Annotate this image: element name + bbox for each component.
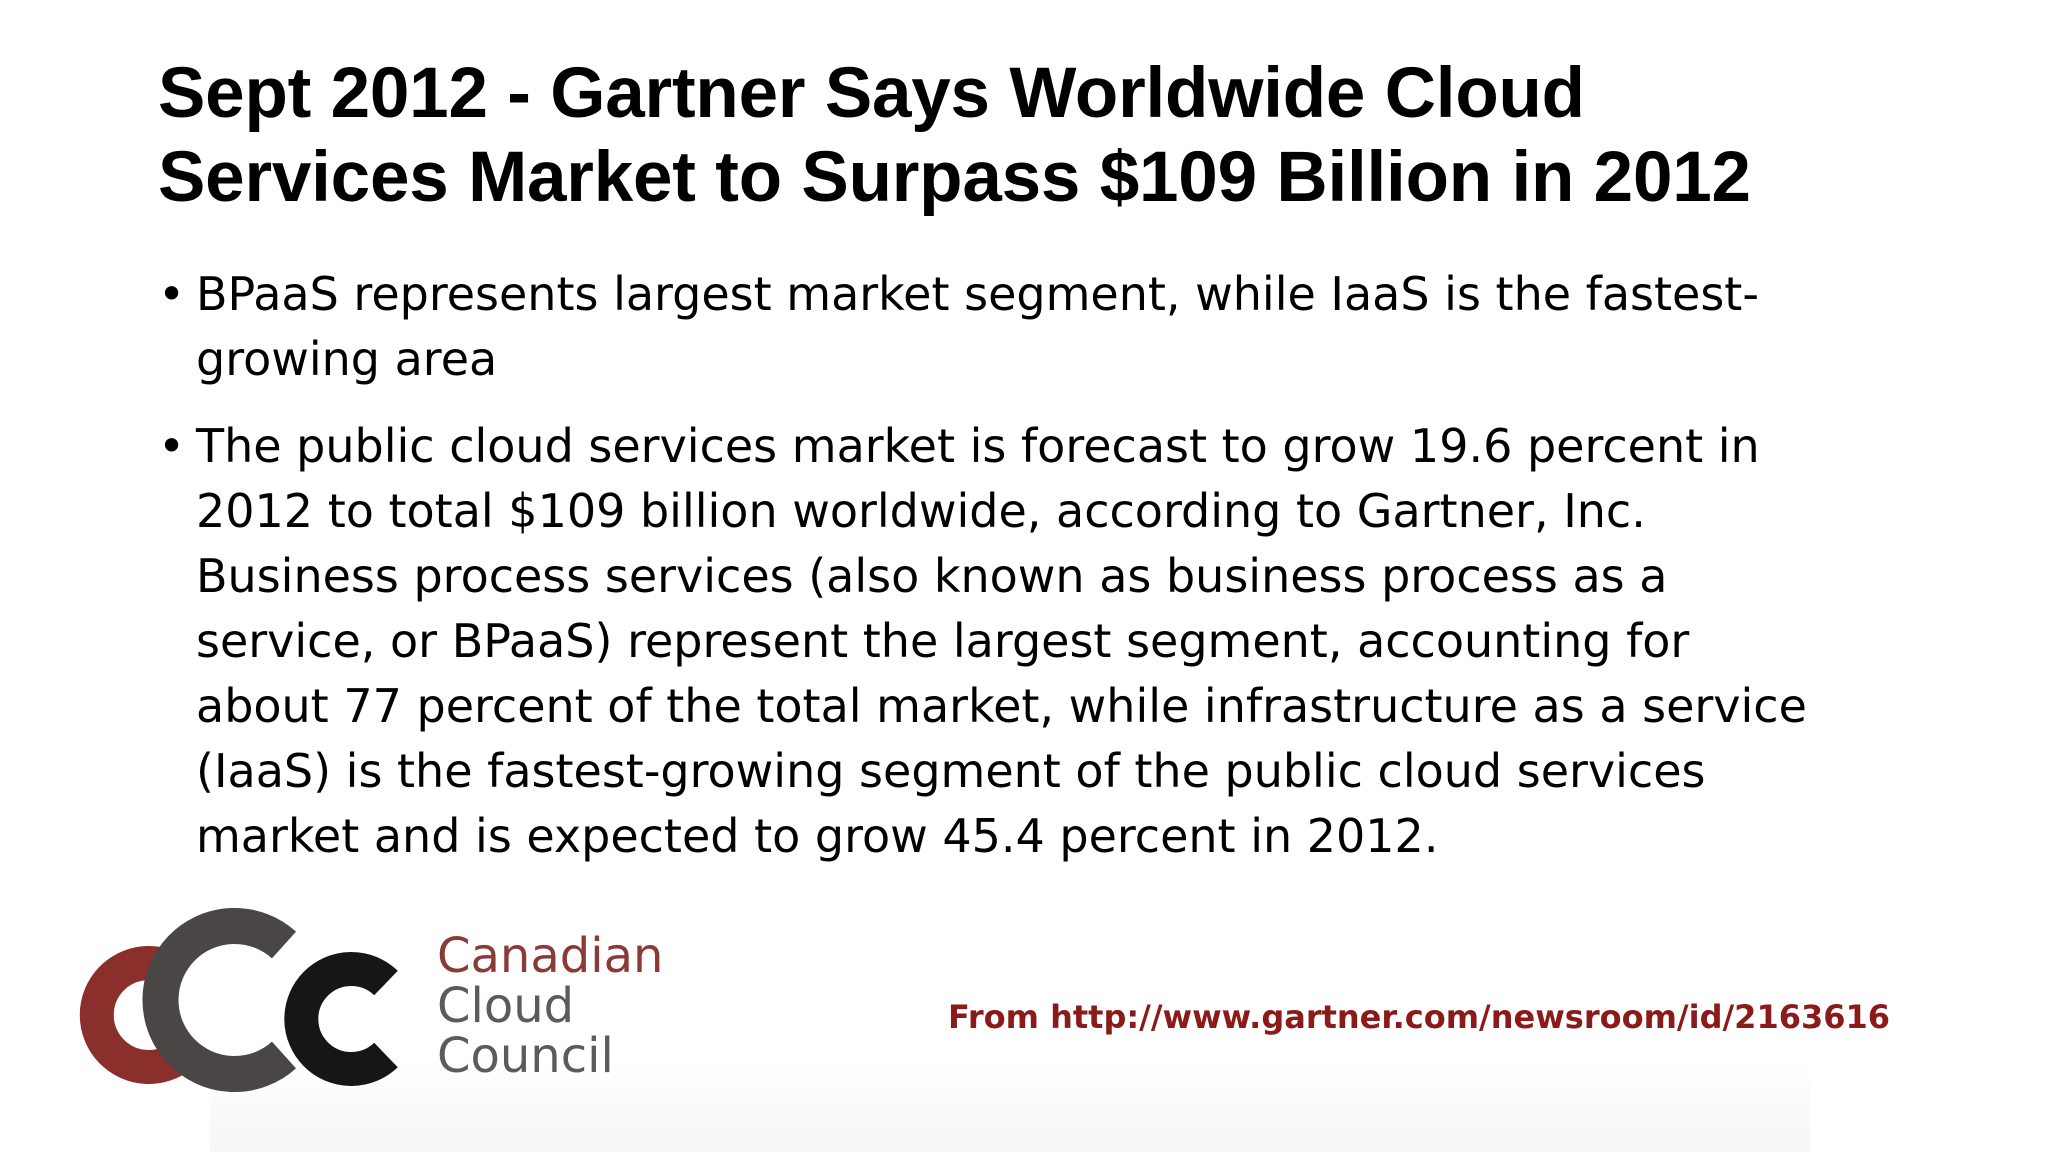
bullet-list: • BPaaS represents largest market segmen…	[158, 262, 1918, 891]
logo-c-dark	[284, 952, 398, 1086]
ccc-logo-icon	[79, 908, 398, 1092]
bullet-2-line-3: Business process services (also known as…	[196, 549, 1668, 603]
bullet-1-line-1: BPaaS represents largest market segment,…	[196, 267, 1759, 321]
bullet-item-2: • The public cloud services market is fo…	[158, 414, 1918, 869]
bullet-item-1: • BPaaS represents largest market segmen…	[158, 262, 1918, 392]
logo-word-2: Cloud	[437, 978, 575, 1034]
bullet-marker: •	[158, 267, 186, 321]
logo-c-red	[79, 946, 193, 1084]
footer-shade	[210, 1060, 1810, 1152]
bullet-1-line-2: growing area	[196, 332, 498, 386]
bullet-2-line-4: service, or BPaaS) represent the largest…	[196, 614, 1690, 668]
bullet-marker: •	[158, 419, 186, 473]
slide-title: Sept 2012 - Gartner Says Worldwide Cloud…	[158, 52, 1998, 220]
bullet-2-line-2: 2012 to total $109 billion worldwide, ac…	[196, 484, 1646, 538]
logo-c-grey	[142, 908, 297, 1092]
canadian-cloud-council-logo: Canadian Cloud Council	[64, 905, 664, 1095]
bullet-2-line-6: (IaaS) is the fastest-growing segment of…	[196, 744, 1706, 798]
logo-word-1: Canadian	[437, 928, 664, 984]
bullet-2-line-7: market and is expected to grow 45.4 perc…	[196, 809, 1439, 863]
bullet-2-line-5: about 77 percent of the total market, wh…	[196, 679, 1807, 733]
logo-word-3: Council	[437, 1028, 614, 1084]
slide-title-line-2: Services Market to Surpass $109 Billion …	[158, 138, 1751, 217]
logo-wordmark: Canadian Cloud Council	[437, 931, 663, 1081]
bullet-2-line-1: The public cloud services market is fore…	[196, 419, 1760, 473]
source-citation-link[interactable]: From http://www.gartner.com/newsroom/id/…	[948, 998, 1891, 1036]
slide-title-line-1: Sept 2012 - Gartner Says Worldwide Cloud	[158, 54, 1585, 133]
